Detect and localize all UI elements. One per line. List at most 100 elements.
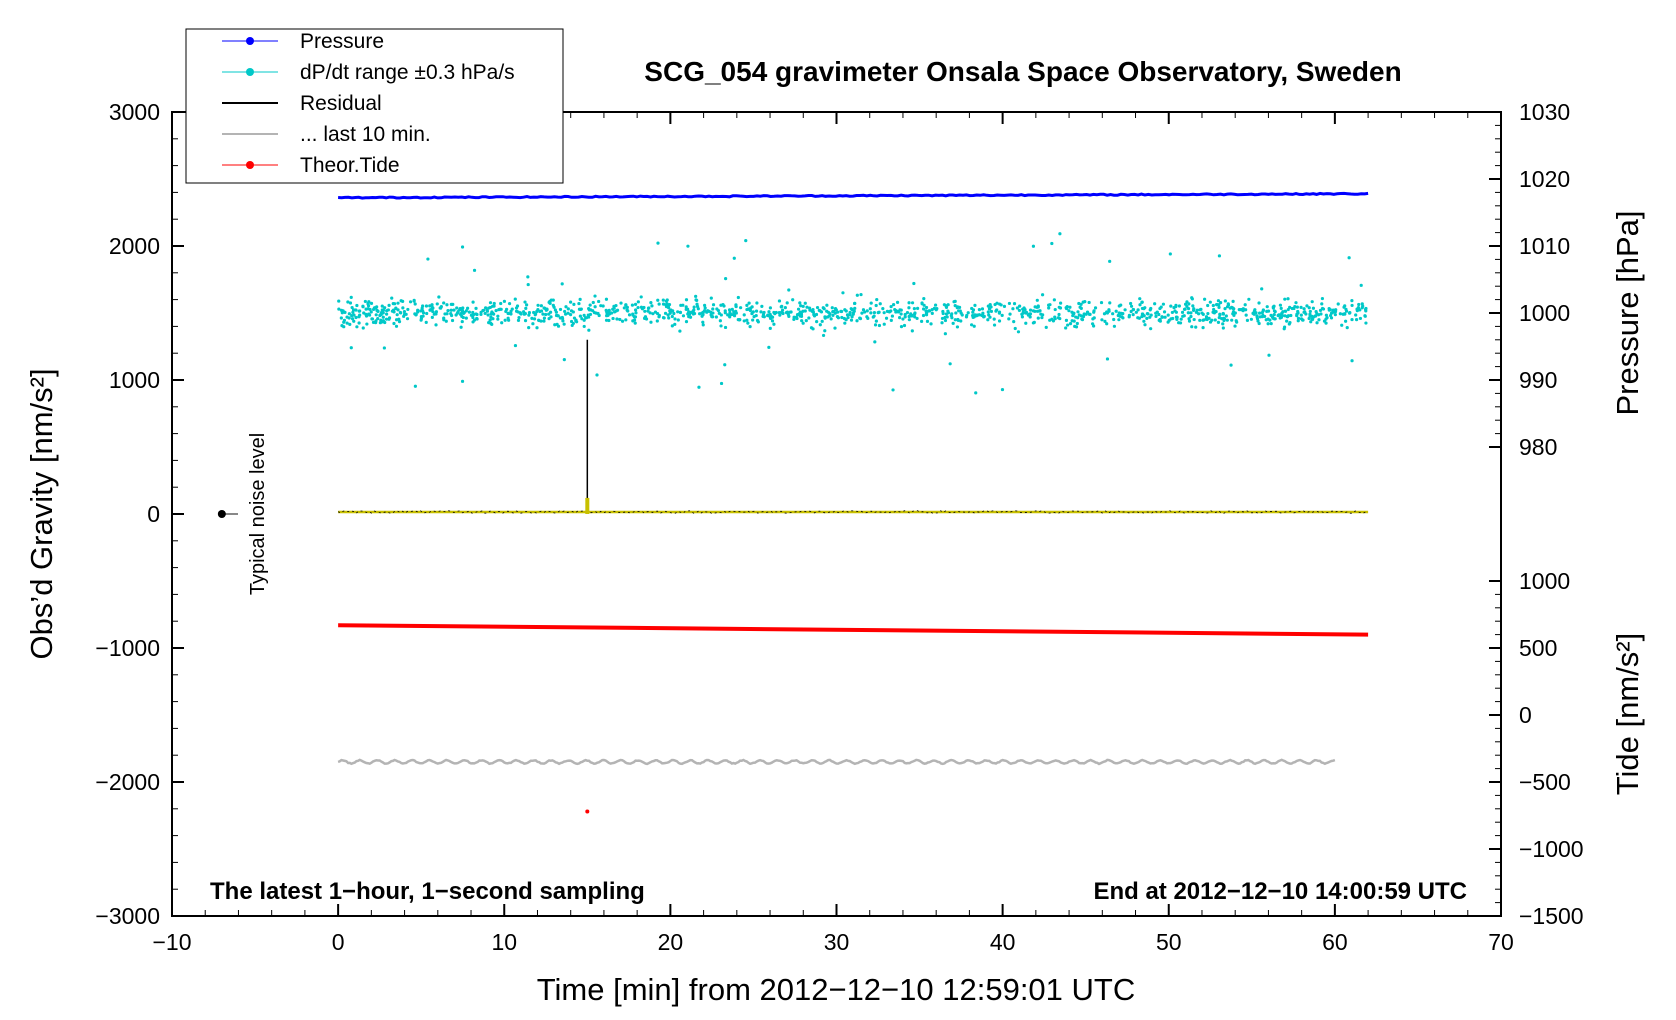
dpdt-point xyxy=(611,307,615,311)
dpdt-point xyxy=(1057,305,1061,309)
dpdt-point xyxy=(1186,311,1190,315)
dpdt-point xyxy=(930,311,934,315)
dpdt-point xyxy=(454,313,458,317)
dpdt-point xyxy=(1008,312,1012,316)
dpdt-point xyxy=(1354,313,1358,317)
dpdt-point xyxy=(1031,321,1035,325)
dpdt-point xyxy=(396,301,400,305)
dpdt-point xyxy=(670,324,674,328)
dpdt-point xyxy=(1206,311,1210,316)
dpdt-point xyxy=(496,314,500,318)
dpdt-point xyxy=(1311,306,1315,310)
dpdt-point xyxy=(460,379,465,383)
dpdt-point xyxy=(656,298,660,302)
dpdt-point xyxy=(732,310,736,314)
dpdt-point xyxy=(424,304,429,308)
dpdt-point xyxy=(524,306,528,310)
dpdt-point xyxy=(656,241,660,245)
dpdt-point xyxy=(401,299,405,303)
dpdt-point xyxy=(1299,305,1303,309)
dpdt-point xyxy=(954,311,958,315)
dpdt-point xyxy=(851,311,855,315)
dpdt-point xyxy=(618,317,622,322)
dpdt-point xyxy=(1068,305,1072,309)
dpdt-point xyxy=(584,316,588,320)
dpdt-point xyxy=(1074,325,1079,329)
dpdt-point xyxy=(471,300,475,304)
dpdt-point xyxy=(723,309,727,313)
dpdt-point xyxy=(835,315,840,319)
dpdt-point xyxy=(719,324,723,328)
dpdt-point xyxy=(633,321,637,325)
dpdt-point xyxy=(539,304,543,308)
dpdt-point xyxy=(768,316,773,320)
dpdt-point xyxy=(532,317,537,321)
dpdt-point xyxy=(1018,304,1022,308)
dpdt-point xyxy=(855,293,859,297)
x-tick-label: 50 xyxy=(1156,929,1182,955)
dpdt-point xyxy=(1028,312,1033,316)
noise-marker xyxy=(217,510,238,518)
dpdt-point xyxy=(714,315,718,319)
dpdt-point xyxy=(1142,319,1146,323)
dpdt-point xyxy=(361,326,365,330)
dpdt-point xyxy=(1203,297,1207,301)
dpdt-point xyxy=(483,311,487,316)
dpdt-point xyxy=(509,312,513,316)
dpdt-point xyxy=(850,315,854,319)
dpdt-point xyxy=(874,319,878,323)
dpdt-point xyxy=(1269,321,1273,326)
dpdt-point xyxy=(627,313,632,317)
dpdt-point xyxy=(1142,307,1146,311)
dpdt-point xyxy=(563,309,567,314)
dpdt-point xyxy=(1211,303,1215,308)
legend-label: Pressure xyxy=(300,30,384,53)
dpdt-point xyxy=(558,307,563,312)
dpdt-point xyxy=(1092,309,1096,313)
dpdt-point xyxy=(1022,306,1026,310)
dpdt-point xyxy=(1269,313,1273,318)
dpdt-point xyxy=(636,305,640,310)
y-tick-label: 2000 xyxy=(109,233,160,259)
dpdt-point xyxy=(481,308,485,313)
dpdt-point xyxy=(1050,317,1054,321)
dpdt-point xyxy=(912,281,916,286)
dpdt-point xyxy=(625,305,629,309)
dpdt-point xyxy=(709,296,713,300)
dpdt-point xyxy=(562,358,566,362)
dpdt-point xyxy=(667,316,671,320)
dpdt-point xyxy=(1223,299,1227,303)
dpdt-point xyxy=(545,307,549,311)
dpdt-point xyxy=(1217,316,1221,320)
dpdt-point xyxy=(891,303,896,307)
dpdt-point xyxy=(582,313,586,317)
legend-label: dP/dt range ±0.3 hPa/s xyxy=(300,61,515,84)
dpdt-point xyxy=(997,319,1002,323)
dpdt-point xyxy=(933,303,938,307)
dpdt-point xyxy=(1194,310,1199,314)
dpdt-point xyxy=(686,310,691,315)
dpdt-point xyxy=(566,307,570,311)
residual-spike-base xyxy=(585,497,590,514)
y-tick-label: −3000 xyxy=(95,903,160,929)
dpdt-point xyxy=(351,310,355,314)
dpdt-point xyxy=(953,318,957,322)
dpdt-point xyxy=(1213,318,1217,322)
dpdt-point xyxy=(490,304,495,308)
dpdt-point xyxy=(408,300,413,304)
dpdt-point xyxy=(464,309,468,313)
dpdt-point xyxy=(1344,309,1349,313)
dpdt-point xyxy=(345,321,349,325)
dpdt-point xyxy=(943,318,948,323)
dpdt-point xyxy=(1114,309,1118,313)
dpdt-point xyxy=(582,324,586,329)
dpdt-point xyxy=(1307,306,1311,310)
dpdt-point xyxy=(1283,309,1288,313)
dpdt-point xyxy=(910,329,914,333)
dpdt-point xyxy=(951,321,955,325)
dpdt-point xyxy=(1166,320,1170,324)
dpdt-point xyxy=(943,332,947,336)
dpdt-point xyxy=(946,303,950,307)
dpdt-point xyxy=(1189,311,1193,315)
dpdt-point xyxy=(1021,310,1025,314)
